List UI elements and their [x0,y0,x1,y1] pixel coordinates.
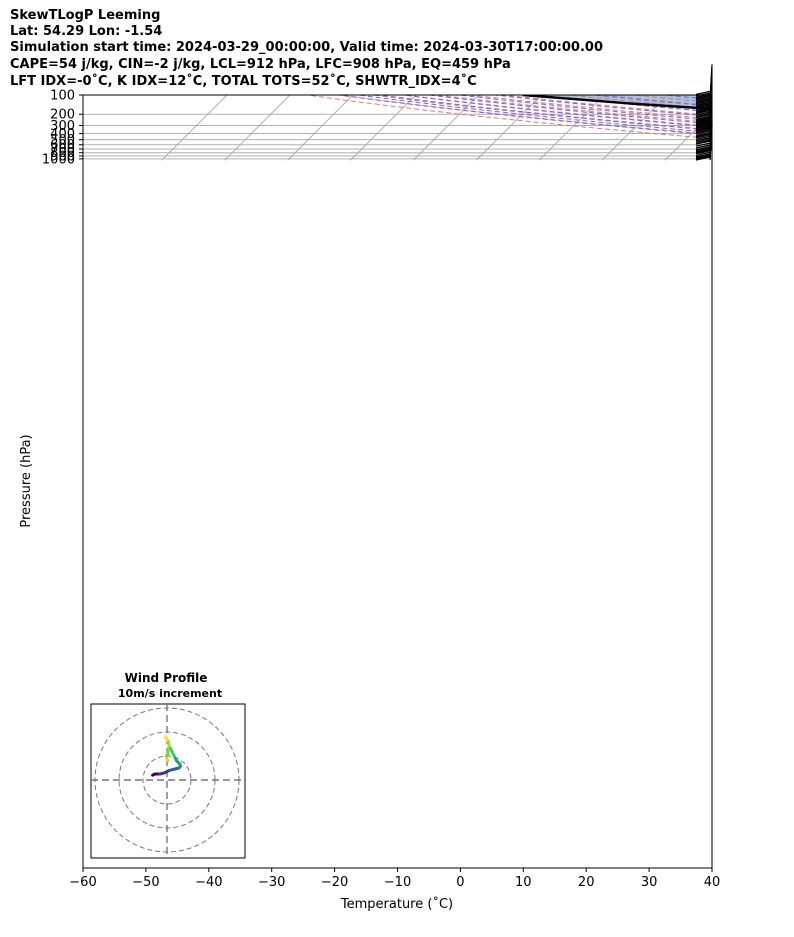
hodograph-frame [90,703,246,859]
isotherm-line [413,95,479,161]
y-axis-label: Pressure (hPa) [19,434,34,527]
moist-adiabat [756,95,794,160]
isotherm-line [224,95,291,161]
y-tick-label: 1000 [42,152,75,167]
isotherm-line [287,95,354,161]
moist-adiabat [339,95,712,136]
y-tick-label: 300 [50,119,75,134]
wind-barb [695,64,713,99]
title-location: Lat: 54.29 Lon: -1.54 [10,24,163,39]
y-tick-label: 500 [50,133,75,148]
isotherm-line [350,95,417,161]
plot-frame [82,94,713,869]
dry-adiabat [404,95,712,127]
cape-area [522,95,712,109]
y-tick-label: 600 [50,138,75,153]
x-tick-label: 10 [515,875,532,890]
title-times: Simulation start time: 2024-03-29_00:00:… [10,40,603,55]
dry-adiabat [730,95,794,160]
x-tick-label: −60 [69,875,96,890]
y-tick-label: 700 [50,143,75,158]
y-tick-label: 200 [50,108,75,123]
x-tick-label: −40 [195,875,222,890]
x-tick-label: 40 [704,875,721,890]
dry-adiabat [306,95,712,140]
hodograph-title: Wind Profile [125,671,208,685]
y-tick-label: 800 [50,146,75,161]
moist-adiabat [358,95,712,133]
title-indices: LFT IDX=-0˚C, K IDX=12˚C, TOTAL TOTS=52˚… [10,74,477,89]
title-station: SkewTLogP Leeming [10,8,161,23]
y-tick-label: 100 [50,89,75,104]
x-tick-label: −20 [321,875,348,890]
y-tick-label: 400 [50,127,75,142]
y-tick-label: 900 [50,149,75,164]
title-cape: CAPE=54 j/kg, CIN=-2 j/kg, LCL=912 hPa, … [10,57,511,72]
dry-adiabat [339,95,712,135]
isotherm-line [475,95,542,161]
x-axis-label: Temperature (˚C) [340,896,453,912]
parcel-line [522,95,712,111]
moist-adiabat [379,95,712,131]
isotherm-line [161,95,228,161]
hodograph-subtitle: 10m/s increment [118,687,222,700]
x-tick-label: 0 [456,875,464,890]
moist-adiabat [402,95,712,128]
x-tick-label: 20 [578,875,595,890]
temperature-line [774,95,794,159]
isotherm-line [728,95,793,160]
x-tick-label: 30 [641,875,658,890]
x-tick-label: −30 [258,875,285,890]
dry-adiabat [437,95,712,124]
dry-adiabat [763,95,794,160]
isotherm-line [538,95,605,161]
x-tick-label: −50 [132,875,159,890]
moist-adiabat [593,95,712,107]
x-tick-label: −10 [384,875,411,890]
dewpoint-line [718,95,794,159]
